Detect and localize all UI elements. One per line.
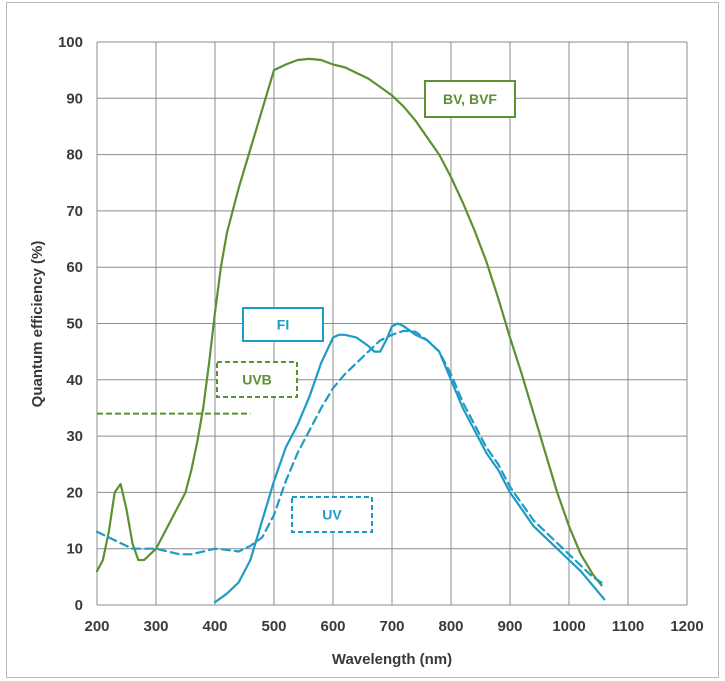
y-tick-label: 40 <box>66 372 83 389</box>
x-axis-title: Wavelength (nm) <box>332 651 452 668</box>
y-axis-title: Quantum efficiency (%) <box>29 241 46 408</box>
x-tick-label: 700 <box>379 618 404 635</box>
y-tick-label: 0 <box>75 597 83 614</box>
x-tick-labels: 200 300 400 500 600 700 800 900 1000 1100 1200 <box>84 618 703 635</box>
y-tick-label: 60 <box>66 259 83 276</box>
series-lines <box>95 57 606 604</box>
x-tick-label: 200 <box>84 618 109 635</box>
x-tick-label: 900 <box>497 618 522 635</box>
x-tick-label: 1100 <box>612 618 645 635</box>
annotation-label: BV, BVF <box>443 91 497 107</box>
annotation-box-uv <box>291 496 373 533</box>
x-tick-label: 500 <box>261 618 286 635</box>
y-tick-label: 30 <box>66 428 83 445</box>
annotation-label: FI <box>277 317 289 333</box>
x-tick-label: 1000 <box>552 618 585 635</box>
x-tick-label: 400 <box>202 618 227 635</box>
y-tick-label: 90 <box>66 90 83 107</box>
y-tick-label: 80 <box>66 147 83 164</box>
y-tick-label: 100 <box>58 34 83 51</box>
y-tick-label: 20 <box>66 484 83 501</box>
annotation-box-uvb <box>216 361 298 398</box>
annotation-label: UVB <box>242 372 272 388</box>
chart-frame <box>6 2 719 678</box>
series-line-bv-bvf <box>95 57 603 587</box>
annotation-boxes: BV, BVF FI UVB UV <box>216 80 516 533</box>
x-tick-label: 600 <box>320 618 345 635</box>
grid <box>96 41 688 606</box>
x-tick-label: 300 <box>143 618 168 635</box>
y-tick-labels: 0 10 20 30 40 50 60 70 80 90 100 <box>58 34 83 614</box>
x-tick-label: 1200 <box>670 618 703 635</box>
annotation-label: UV <box>322 507 342 523</box>
annotation-box-fi <box>242 307 324 342</box>
x-tick-label: 800 <box>438 618 463 635</box>
y-tick-label: 10 <box>66 541 83 558</box>
series-line-uv <box>95 329 603 584</box>
y-tick-label: 50 <box>66 316 83 333</box>
annotation-box-bv-bvf <box>424 80 516 118</box>
y-tick-label: 70 <box>66 203 83 220</box>
series-line-fi <box>213 322 606 604</box>
